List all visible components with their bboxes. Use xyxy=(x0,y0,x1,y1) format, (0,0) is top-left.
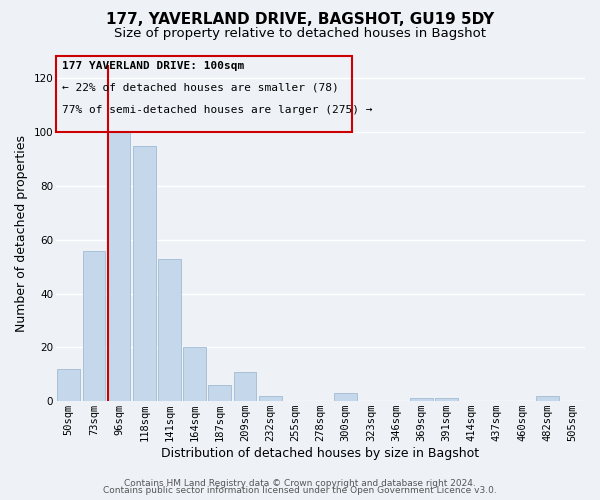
Bar xyxy=(435,398,458,401)
Text: 177 YAVERLAND DRIVE: 100sqm: 177 YAVERLAND DRIVE: 100sqm xyxy=(62,61,244,71)
Bar xyxy=(58,369,80,401)
Bar xyxy=(259,396,281,401)
Text: Contains public sector information licensed under the Open Government Licence v3: Contains public sector information licen… xyxy=(103,486,497,495)
Text: ← 22% of detached houses are smaller (78): ← 22% of detached houses are smaller (78… xyxy=(62,83,339,93)
Text: 77% of semi-detached houses are larger (275) →: 77% of semi-detached houses are larger (… xyxy=(62,104,373,115)
Text: Size of property relative to detached houses in Bagshot: Size of property relative to detached ho… xyxy=(114,28,486,40)
Bar xyxy=(108,132,130,401)
Text: 177, YAVERLAND DRIVE, BAGSHOT, GU19 5DY: 177, YAVERLAND DRIVE, BAGSHOT, GU19 5DY xyxy=(106,12,494,28)
Bar xyxy=(410,398,433,401)
Bar xyxy=(334,393,357,401)
X-axis label: Distribution of detached houses by size in Bagshot: Distribution of detached houses by size … xyxy=(161,447,479,460)
Y-axis label: Number of detached properties: Number of detached properties xyxy=(15,134,28,332)
Bar xyxy=(536,396,559,401)
Bar xyxy=(83,250,105,401)
Bar xyxy=(133,146,155,401)
Text: Contains HM Land Registry data © Crown copyright and database right 2024.: Contains HM Land Registry data © Crown c… xyxy=(124,478,476,488)
Bar xyxy=(233,372,256,401)
Bar xyxy=(183,348,206,401)
Bar xyxy=(208,385,231,401)
Bar xyxy=(158,258,181,401)
